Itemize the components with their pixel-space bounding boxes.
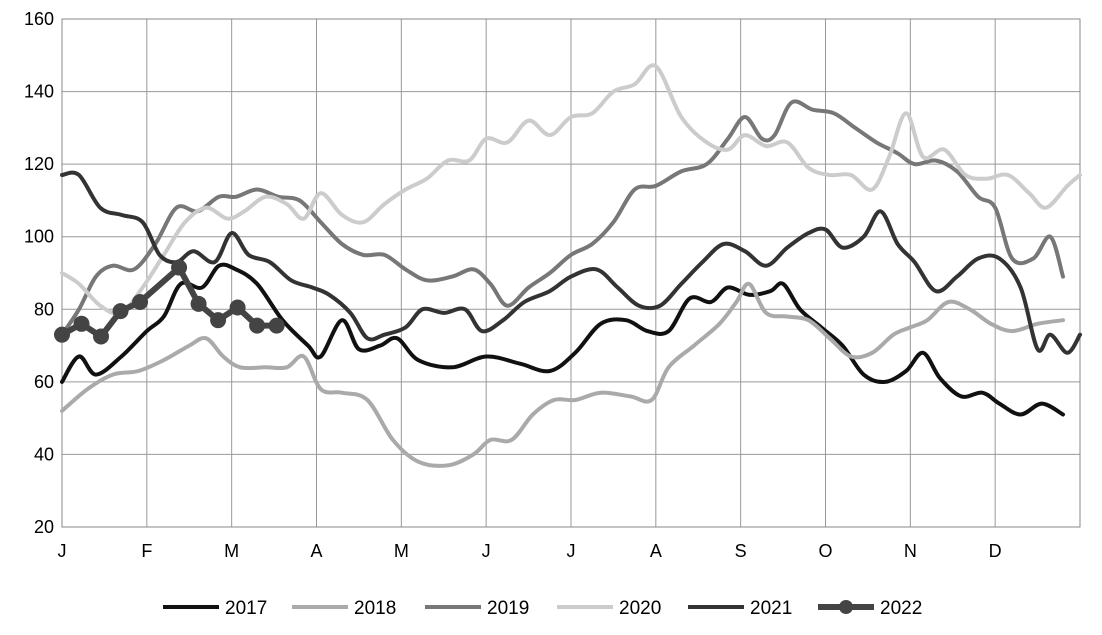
legend-item-2021: 2021 xyxy=(688,598,792,619)
data-point-2022 xyxy=(93,328,110,345)
legend-item-2020: 2020 xyxy=(557,598,661,619)
x-tick-label: J xyxy=(482,541,491,561)
legend: 2017 2018 2019 2020 2021 2022 xyxy=(163,598,922,619)
legend-label: 2019 xyxy=(487,598,529,619)
legend-label: 2021 xyxy=(750,598,792,619)
x-tick-label: J xyxy=(58,541,67,561)
series-line-2021 xyxy=(60,170,1082,355)
data-point-2022 xyxy=(73,315,90,332)
data-point-2022 xyxy=(112,303,129,320)
legend-item-2018: 2018 xyxy=(292,598,396,619)
y-tick-label: 160 xyxy=(24,9,54,29)
y-tick-label: 80 xyxy=(34,299,54,319)
y-axis-ticks: 20 40 60 80 100 120 140 160 xyxy=(24,9,54,537)
y-tick-label: 40 xyxy=(34,444,54,464)
y-tick-label: 20 xyxy=(34,517,54,537)
series-2020 xyxy=(60,63,1082,316)
legend-label: 2022 xyxy=(880,598,922,619)
y-tick-label: 140 xyxy=(24,82,54,102)
x-tick-label: J xyxy=(567,541,576,561)
x-tick-label: M xyxy=(224,541,239,561)
x-tick-label: M xyxy=(394,541,409,561)
x-tick-label: N xyxy=(904,541,917,561)
legend-label: 2018 xyxy=(354,598,396,619)
x-tick-label: S xyxy=(735,541,747,561)
y-tick-label: 100 xyxy=(24,227,54,247)
x-tick-label: F xyxy=(141,541,152,561)
y-tick-label: 60 xyxy=(34,372,54,392)
legend-item-2019: 2019 xyxy=(425,598,529,619)
series-2018 xyxy=(60,281,1065,468)
data-point-2022 xyxy=(229,299,246,316)
series-2021 xyxy=(60,170,1082,355)
series-2019 xyxy=(60,99,1065,337)
x-tick-label: A xyxy=(310,541,322,561)
legend-item-2022: 2022 xyxy=(818,598,922,619)
data-point-2022 xyxy=(268,317,285,334)
series-lines xyxy=(54,63,1082,468)
series-line-2019 xyxy=(60,99,1065,337)
legend-item-2017: 2017 xyxy=(163,598,267,619)
data-point-2022 xyxy=(190,295,207,312)
series-line-2017 xyxy=(60,262,1065,417)
series-2017 xyxy=(60,262,1065,417)
data-point-2022 xyxy=(249,317,266,334)
series-line-2018 xyxy=(60,281,1065,468)
legend-label: 2020 xyxy=(619,598,661,619)
legend-label: 2017 xyxy=(225,598,267,619)
series-line-2020 xyxy=(60,63,1082,316)
x-tick-label: A xyxy=(650,541,662,561)
x-tick-label: O xyxy=(818,541,832,561)
data-point-2022 xyxy=(210,312,227,329)
data-point-2022 xyxy=(171,259,188,276)
data-point-2022 xyxy=(132,294,149,311)
gridlines xyxy=(62,18,1080,528)
x-tick-label: D xyxy=(989,541,1002,561)
legend-marker xyxy=(839,600,853,614)
data-point-2022 xyxy=(54,326,70,343)
y-tick-label: 120 xyxy=(24,154,54,174)
series-2022 xyxy=(54,259,285,345)
